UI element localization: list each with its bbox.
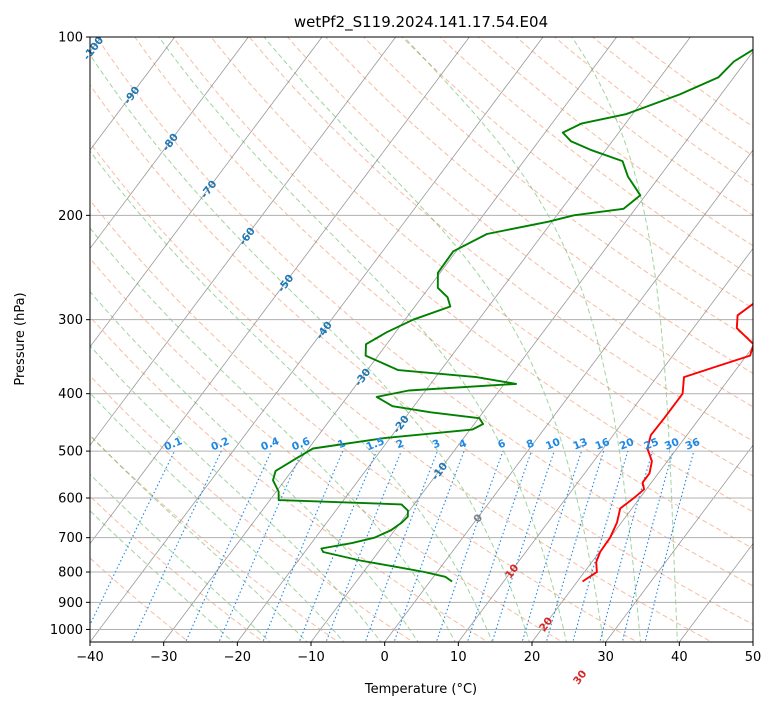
isotherm-line [90,37,397,446]
x-tick-label: 10 [450,650,467,665]
isotherm-line [163,37,618,642]
moist-adiabat [90,150,493,642]
mixing-ratio-line [393,450,465,642]
y-tick-label: 1000 [50,623,83,638]
y-tick-label: 900 [58,596,83,611]
plot-background [90,37,753,642]
x-tick-label: 40 [671,650,688,665]
mixing-ratio-label: 10 [544,436,562,453]
y-axis-ticks: 100 200 300 400 500 600 700 800 900 1000 [50,31,90,638]
mixing-ratio-line [599,450,654,642]
mixing-ratio-line [644,450,695,642]
isotherm-line [237,37,691,642]
mixing-ratio-label: 6 [496,437,507,451]
y-tick-label: 200 [58,209,83,224]
isotherm-line [605,444,753,642]
dry-adiabat [286,37,753,408]
isotherm-line [90,37,323,348]
y-tick-label: 100 [58,31,83,46]
isotherm-line [752,641,753,642]
y-axis-label: Pressure (hPa) [13,292,28,385]
isotherm-line [310,51,753,642]
x-tick-label: −20 [224,650,251,665]
dewpoint-line [272,48,753,583]
isotherm-line [90,37,544,642]
mixing-ratio-line [325,450,402,642]
x-axis-label: Temperature (°C) [364,682,477,697]
mixing-ratio-line [298,450,378,642]
dry-adiabat [401,37,753,309]
x-tick-label: 20 [524,650,541,665]
pressure-gridlines [90,37,753,630]
plot-frame [89,36,754,643]
dry-adiabat [90,141,713,642]
mixing-ratio-label: 1 [336,437,347,451]
x-tick-label: 30 [597,650,614,665]
mixing-ratio-label: 2 [395,437,406,451]
x-tick-label: −10 [297,650,324,665]
dry-adiabat [134,37,753,550]
mixing-ratio-label: 20 [618,436,636,453]
mixing-ratio-line [545,450,605,642]
mixing-ratio-label: 8 [525,437,536,451]
mixing-ratio-label: 4 [457,437,468,451]
mixing-ratio-line [491,450,555,642]
mixing-ratio-line [572,450,629,642]
x-tick-label: 50 [745,650,762,665]
mixing-ratio-line [131,450,222,642]
mixing-ratio-label: 30 [663,436,681,453]
y-tick-label: 600 [58,492,83,507]
mixing-ratio-line [262,450,344,642]
mixing-ratio-line [521,450,583,642]
isotherm-line [458,247,753,642]
mixing-ratio-label: 36 [684,436,702,453]
temperature-line [581,302,753,583]
skewed-isotherms [90,37,753,642]
mixing-ratio-label: 3 [431,437,442,451]
x-tick-label: 0 [381,650,389,665]
y-tick-label: 800 [58,566,83,581]
x-tick-label: −40 [76,650,103,665]
moist-adiabat [90,473,271,642]
x-tick-label: −30 [150,650,177,665]
mixing-ratio-label: 25 [642,436,660,453]
mixing-ratio-labels: 0.1 0.2 0.4 0.6 1 1.5 2 3 4 6 8 10 13 16 20 25 30 36 [162,435,701,453]
mixing-ratio-line [621,450,674,642]
profile-lines [272,48,753,583]
y-tick-label: 700 [58,531,83,546]
isotherm-line [90,37,470,545]
isotherm-label: 30 [571,668,589,687]
dry-adiabat [248,37,753,442]
y-tick-label: 300 [58,313,83,328]
mixing-ratio-line [435,450,504,642]
x-axis-ticks: −40 −30 −20 −10 0 10 20 30 40 50 [76,642,761,665]
dry-adiabat [172,37,753,513]
y-tick-label: 400 [58,387,83,402]
isotherm-line [90,37,176,151]
mixing-ratio-line [466,450,533,642]
dry-adiabat [96,37,753,587]
chart-title: wetPf2_S119.2024.141.17.54.E04 [294,13,548,32]
y-tick-label: 500 [58,445,83,460]
mixing-ratio-label: 16 [594,436,612,453]
isotherm-line [90,37,249,250]
isotherm-line [384,149,753,642]
mixing-ratio-label: 13 [571,436,589,453]
